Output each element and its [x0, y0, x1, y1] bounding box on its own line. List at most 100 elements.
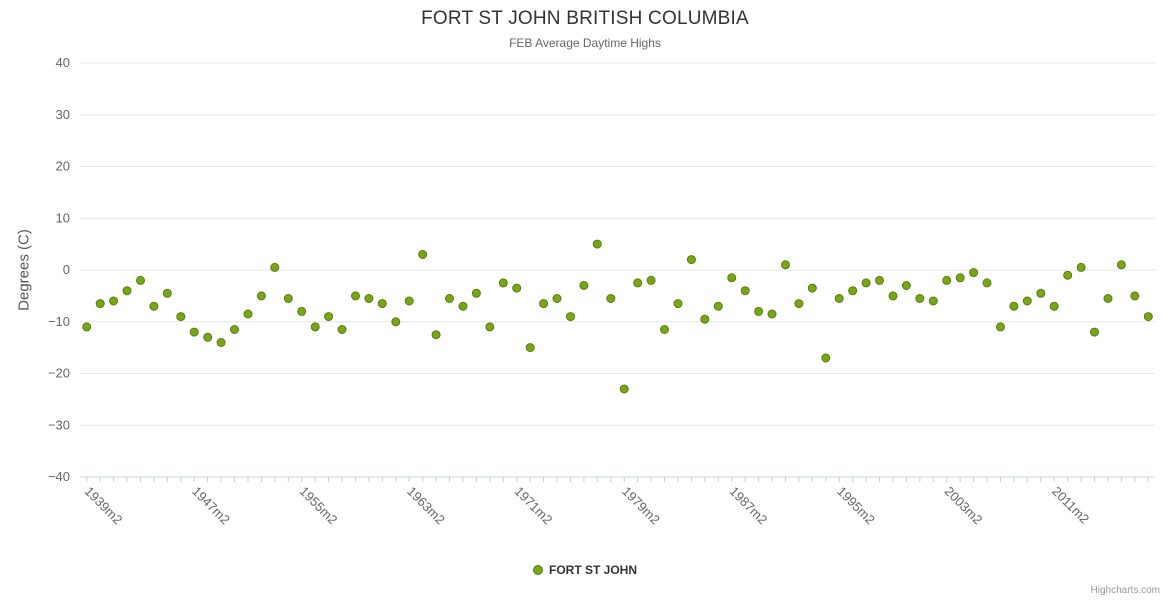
data-point: [821, 353, 831, 363]
data-point: [95, 299, 105, 309]
data-point: [445, 294, 454, 303]
data-point: [1036, 288, 1046, 298]
data-point: [955, 273, 965, 283]
x-axis-tick-label: 1939m2: [82, 484, 126, 528]
data-point: [243, 309, 253, 319]
data-point: [700, 314, 710, 324]
x-axis-tick-label: 2011m2: [1049, 484, 1092, 527]
data-point: [283, 294, 293, 303]
data-point: [1103, 294, 1113, 303]
y-axis-tick-label: −40: [48, 469, 70, 484]
data-point: [1130, 291, 1140, 301]
data-point: [566, 312, 575, 322]
data-point: [740, 286, 750, 296]
data-point: [1090, 327, 1099, 337]
data-point: [270, 262, 280, 272]
data-point: [525, 343, 535, 353]
data-point: [1049, 301, 1059, 311]
data-point: [781, 260, 790, 270]
data-point: [176, 312, 186, 322]
data-point: [888, 291, 898, 301]
data-point: [297, 306, 307, 316]
data-point: [807, 283, 817, 293]
data-point: [310, 322, 320, 332]
data-point: [256, 291, 266, 301]
y-axis-tick-label: 20: [56, 159, 70, 174]
data-point: [1143, 312, 1153, 322]
data-point: [149, 301, 159, 311]
data-point: [606, 294, 616, 303]
legend-item[interactable]: FORT ST JOHN: [532, 563, 638, 577]
data-point: [942, 275, 952, 285]
data-point: [660, 325, 669, 334]
data-point: [404, 296, 414, 306]
data-point: [982, 278, 992, 288]
data-point: [324, 312, 334, 322]
data-point: [633, 278, 643, 288]
data-point: [592, 239, 602, 249]
y-axis-tick-label: 0: [63, 262, 70, 277]
data-point: [552, 294, 562, 303]
data-point: [686, 255, 696, 265]
data-point: [928, 296, 938, 306]
x-axis-tick-label: 1971m2: [512, 484, 556, 528]
data-point: [848, 286, 858, 296]
data-point: [754, 306, 764, 316]
highcharts-credits[interactable]: Highcharts.com: [1090, 585, 1160, 596]
y-axis-tick-label: −20: [48, 366, 70, 381]
data-point: [767, 309, 777, 319]
x-axis-tick-label: 2003m2: [942, 484, 986, 528]
data-point: [203, 332, 213, 342]
legend-label: FORT ST JOHN: [548, 563, 638, 577]
data-point: [713, 301, 723, 311]
data-point: [915, 294, 925, 303]
chart-title: FORT ST JOHN BRITISH COLUMBIA: [421, 8, 749, 29]
data-point: [875, 275, 884, 285]
y-axis-tick-label: −10: [48, 314, 70, 329]
data-point: [727, 273, 737, 283]
data-point: [498, 278, 508, 288]
data-point: [230, 325, 239, 334]
chart-subtitle: FEB Average Daytime Highs: [509, 36, 661, 50]
data-point: [1076, 262, 1086, 272]
data-point: [189, 327, 199, 337]
data-point: [901, 281, 911, 290]
data-point: [579, 281, 589, 290]
data-point: [418, 250, 428, 259]
data-point: [458, 301, 468, 311]
data-point: [1022, 296, 1032, 306]
x-axis-tick-label: 1987m2: [727, 484, 771, 528]
data-point: [512, 283, 522, 293]
y-axis-tick-label: −30: [48, 417, 70, 432]
y-axis-tick-label: 10: [56, 210, 70, 225]
data-point: [673, 299, 683, 309]
data-point: [82, 322, 92, 332]
data-point: [162, 288, 172, 298]
data-point: [1009, 301, 1019, 311]
data-point: [431, 330, 441, 340]
data-point: [364, 294, 374, 303]
data-point: [1063, 270, 1073, 280]
data-point: [969, 268, 979, 278]
y-axis-tick-label: 40: [56, 55, 70, 70]
x-axis-tick-label: 1979m2: [619, 484, 663, 528]
x-axis-tick-label: 1995m2: [834, 484, 878, 528]
data-point: [337, 325, 347, 334]
data-point: [391, 317, 401, 327]
data-point: [485, 322, 495, 332]
x-axis-tick-label: 1955m2: [297, 484, 341, 528]
data-point: [646, 275, 656, 285]
legend-marker-icon: [532, 565, 543, 575]
data-point: [1116, 260, 1126, 270]
data-point: [377, 299, 387, 309]
data-point: [834, 294, 844, 303]
data-point: [216, 338, 226, 347]
data-point: [996, 322, 1005, 332]
data-point: [351, 291, 360, 301]
data-point: [471, 288, 481, 298]
x-axis-tick-label: 1947m2: [189, 484, 233, 528]
data-point: [539, 299, 549, 309]
data-point: [794, 299, 804, 309]
